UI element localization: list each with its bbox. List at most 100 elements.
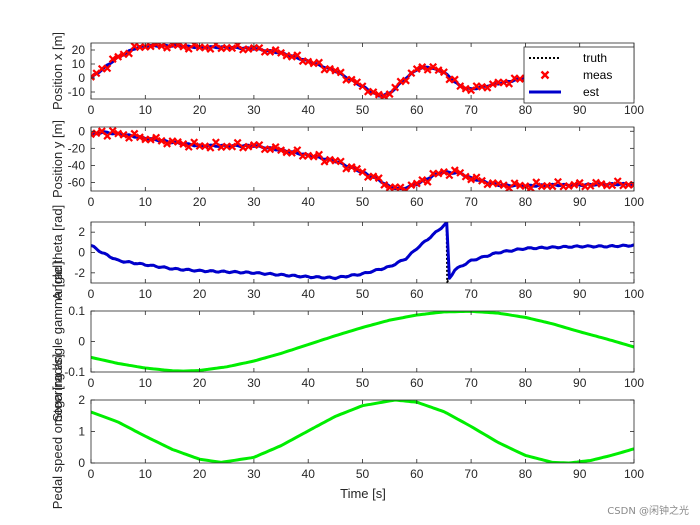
meas-point [287,52,296,61]
meas-point [190,43,199,49]
meas-point [157,136,166,145]
meas-point [575,178,584,187]
meas-point [336,68,345,77]
x-tick-label: 100 [624,195,644,209]
x-tick-label: 90 [573,287,587,301]
meas-point [125,49,133,58]
x-tick-label: 30 [247,467,261,481]
y-tick-label: 0 [78,456,85,470]
meas-point [358,82,367,91]
meas-point [380,180,389,189]
legend-label-truth: truth [583,51,607,65]
x-tick-label: 60 [410,287,424,301]
meas-point [592,178,600,187]
x-tick-label: 60 [410,195,424,209]
meas-point [429,62,438,71]
meas-point [320,157,329,166]
y-axis-label: Angle theta [rad] [50,205,65,300]
legend: truth meas est [523,46,635,104]
plot-area [91,400,634,463]
meas-point [418,63,427,72]
meas-point [412,179,421,188]
y-tick-label: -20 [68,141,86,155]
x-tick-label: 50 [356,467,370,481]
meas-point [564,182,573,190]
meas-point [114,129,123,138]
plot-area [91,222,634,283]
meas-point [304,57,313,66]
meas-point [510,179,519,188]
meas-point [499,78,508,87]
time-axis-label: Time [s] [340,486,386,501]
meas-point [173,43,182,50]
meas-point [461,84,470,93]
x-tick-label: 100 [624,376,644,390]
meas-point [108,127,117,135]
x-tick-label: 90 [573,195,587,209]
y-tick-label: 1 [78,425,85,439]
meas-point [461,172,470,181]
x-tick-label: 0 [88,376,95,390]
y-tick-label: -2 [74,266,85,280]
x-tick-label: 90 [573,103,587,117]
meas-point [91,130,95,139]
x-tick-label: 10 [139,103,153,117]
y-tick-label: 2 [78,393,85,407]
x-tick-label: 30 [247,376,261,390]
meas-point [342,164,351,173]
x-tick-label: 40 [302,467,316,481]
meas-point [423,177,432,186]
x-tick-label: 80 [519,467,533,481]
meas-point [401,76,410,85]
meas-point [412,65,421,73]
y-tick-label: 0 [78,246,85,260]
meas-point [228,44,237,53]
meas-point [374,174,383,183]
x-tick-label: 100 [624,467,644,481]
meas-point [407,181,416,190]
meas-point [450,75,459,84]
x-tick-label: 0 [88,103,95,117]
y-axis-label: Pedal speed omega [rad/s] [50,354,65,509]
x-tick-label: 40 [302,287,316,301]
meas-point [130,129,139,138]
x-tick-label: 30 [247,103,261,117]
y-tick-label: 2 [78,225,85,239]
plot-area [91,311,634,372]
legend-box [523,46,635,104]
meas-point [483,180,492,189]
x-tick-label: 0 [88,195,95,209]
meas-point [347,75,356,84]
x-tick-label: 20 [193,287,207,301]
meas-point [418,176,427,184]
y-tick-label: 10 [72,57,86,71]
meas-point [277,146,286,155]
meas-point [499,181,508,190]
x-tick-label: 80 [519,287,533,301]
x-tick-label: 40 [302,376,316,390]
x-tick-label: 50 [356,195,370,209]
meas-point [108,55,117,64]
y-tick-label: -40 [68,158,86,172]
meas-point [146,43,155,51]
legend-label-meas: meas [583,68,612,82]
series-est-line [91,222,634,281]
x-tick-label: 80 [519,103,533,117]
meas-point [282,51,291,60]
meas-point [347,163,356,171]
x-tick-label: 10 [139,287,153,301]
meas-point [434,66,443,75]
x-tick-label: 20 [193,467,207,481]
meas-point [586,181,595,190]
meas-point [152,43,161,48]
y-axis-label: Steering angle gamma [rad] [50,261,65,421]
meas-point [228,142,237,151]
meas-point [570,180,579,189]
meas-point [423,65,432,74]
x-tick-label: 0 [88,467,95,481]
meas-point [201,43,210,52]
x-axis-label: Time [s] [340,486,386,501]
meas-point [277,48,286,57]
meas-point [152,133,161,142]
